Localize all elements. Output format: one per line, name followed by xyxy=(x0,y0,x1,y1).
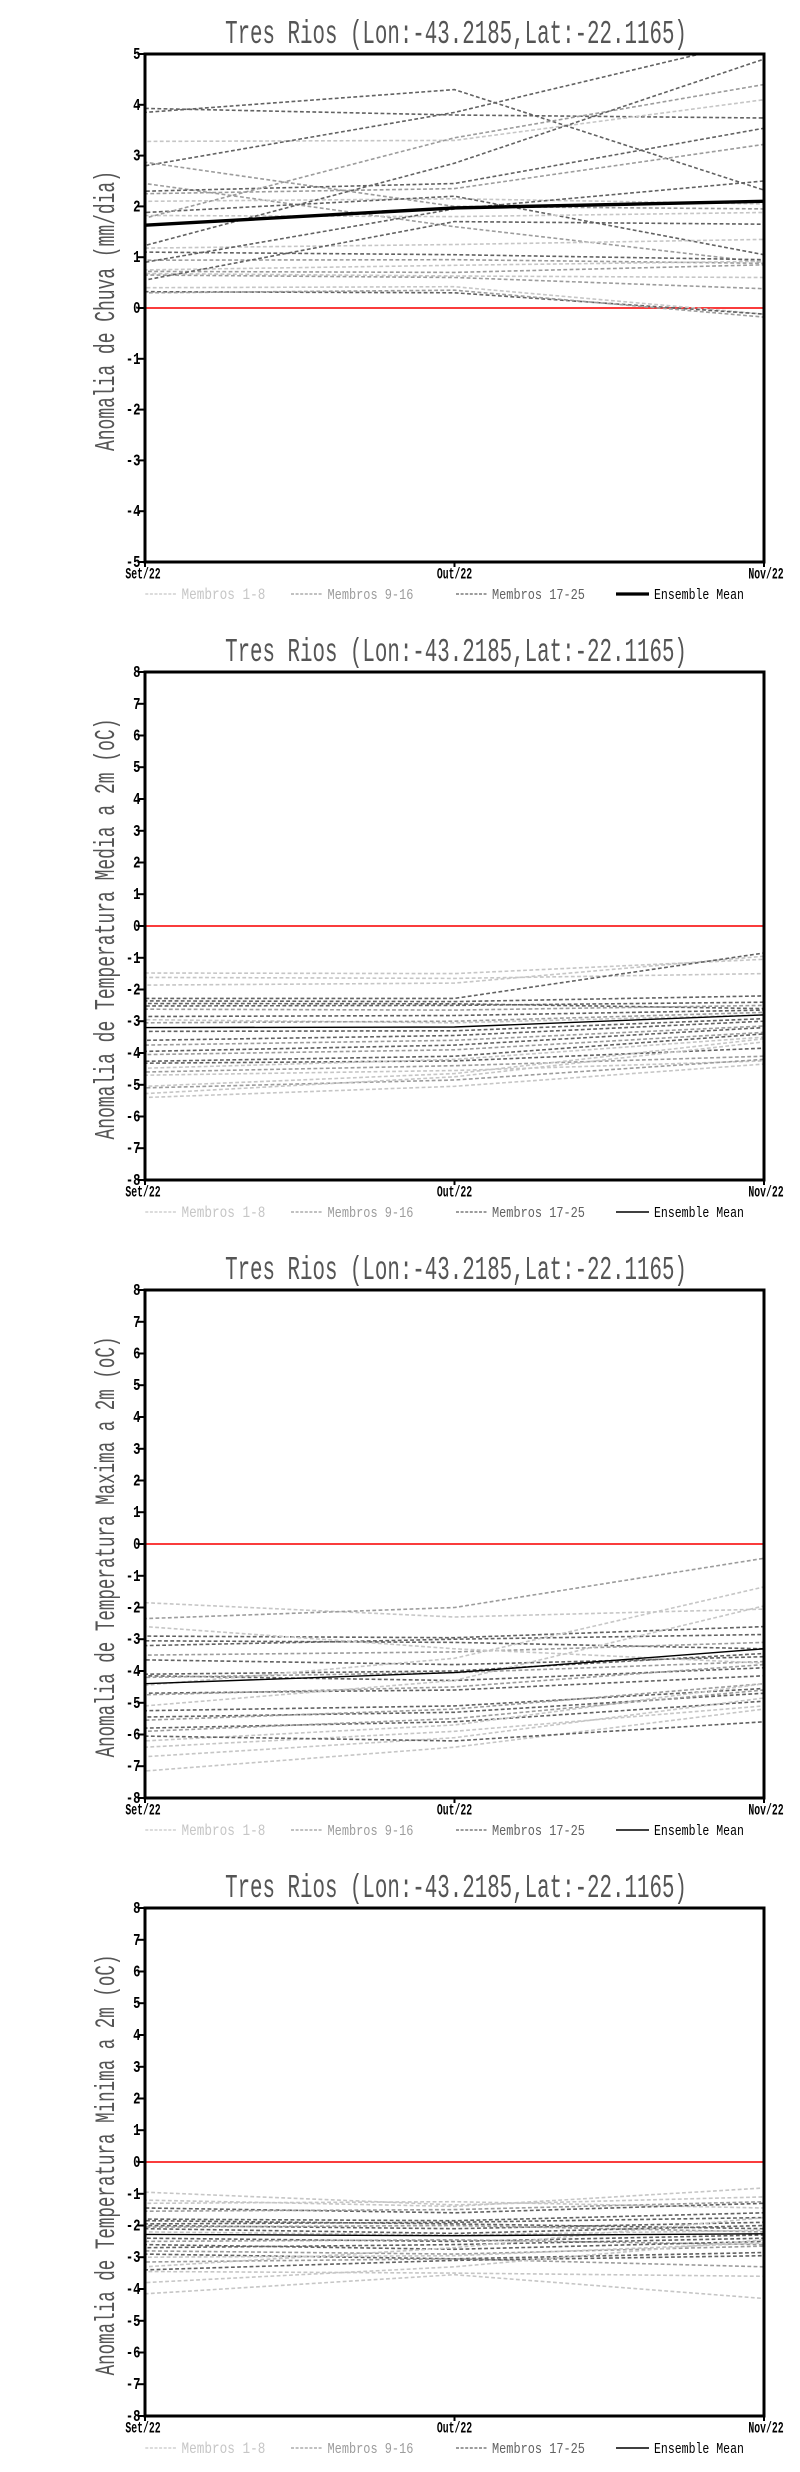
svg-text:-8: -8 xyxy=(126,2408,141,2426)
svg-text:2: 2 xyxy=(133,1473,140,1491)
svg-text:1: 1 xyxy=(133,2123,141,2141)
svg-text:Tres Rios (Lon:-43.2185,Lat:-2: Tres Rios (Lon:-43.2185,Lat:-22.1165) xyxy=(225,1871,687,1908)
svg-text:-6: -6 xyxy=(126,2345,141,2363)
svg-text:-5: -5 xyxy=(126,554,141,572)
svg-text:8: 8 xyxy=(133,1900,140,1918)
svg-text:7: 7 xyxy=(133,1314,140,1332)
svg-text:6: 6 xyxy=(133,1964,140,1982)
svg-text:4: 4 xyxy=(133,97,141,115)
svg-text:-7: -7 xyxy=(126,1759,141,1777)
svg-text:Membros 1-8: Membros 1-8 xyxy=(182,1205,266,1223)
svg-text:-7: -7 xyxy=(126,1141,141,1159)
svg-text:Anomalia de Chuva (mm/dia): Anomalia de Chuva (mm/dia) xyxy=(91,171,123,451)
svg-text:Membros 1-8: Membros 1-8 xyxy=(182,1823,266,1841)
svg-text:Out/22: Out/22 xyxy=(437,1183,472,1201)
svg-text:-3: -3 xyxy=(126,2250,141,2268)
svg-text:Membros 1-8: Membros 1-8 xyxy=(182,2441,266,2459)
svg-text:Anomalia de Temperatura Maxima: Anomalia de Temperatura Maxima a 2m (oC) xyxy=(92,1337,123,1758)
svg-text:1: 1 xyxy=(133,250,141,268)
svg-text:-1: -1 xyxy=(126,2186,141,2204)
svg-text:-5: -5 xyxy=(126,1695,141,1713)
svg-text:8: 8 xyxy=(133,1282,140,1300)
svg-text:2: 2 xyxy=(133,855,140,873)
svg-text:0: 0 xyxy=(133,300,140,318)
svg-text:3: 3 xyxy=(133,823,140,841)
svg-text:Set/22: Set/22 xyxy=(125,2419,160,2437)
svg-text:Membros 9-16: Membros 9-16 xyxy=(328,1206,414,1223)
svg-text:Membros 9-16: Membros 9-16 xyxy=(328,1824,414,1841)
svg-text:0: 0 xyxy=(133,2154,140,2172)
svg-text:-3: -3 xyxy=(126,453,141,471)
svg-text:8: 8 xyxy=(133,664,140,682)
svg-text:Ensemble Mean: Ensemble Mean xyxy=(654,1205,744,1222)
svg-text:-4: -4 xyxy=(126,1045,141,1063)
svg-text:Out/22: Out/22 xyxy=(437,2419,472,2437)
svg-text:Membros 9-16: Membros 9-16 xyxy=(328,2442,414,2459)
svg-text:-2: -2 xyxy=(126,982,141,1000)
svg-text:Out/22: Out/22 xyxy=(437,565,472,583)
svg-text:5: 5 xyxy=(133,1996,140,2014)
svg-text:-4: -4 xyxy=(126,2281,141,2299)
svg-text:7: 7 xyxy=(133,1932,140,1950)
svg-text:-1: -1 xyxy=(126,1568,141,1586)
svg-text:-4: -4 xyxy=(126,504,141,522)
svg-text:Nov/22: Nov/22 xyxy=(748,1801,783,1819)
svg-text:-8: -8 xyxy=(126,1790,141,1808)
svg-text:-5: -5 xyxy=(126,1077,141,1095)
svg-text:Nov/22: Nov/22 xyxy=(748,1183,783,1201)
svg-text:Set/22: Set/22 xyxy=(125,1801,160,1819)
svg-text:Ensemble Mean: Ensemble Mean xyxy=(654,587,744,604)
svg-text:Anomalia de Temperatura Minima: Anomalia de Temperatura Minima a 2m (oC) xyxy=(92,1955,123,2376)
svg-text:-3: -3 xyxy=(126,1014,141,1032)
svg-text:0: 0 xyxy=(133,918,140,936)
svg-text:5: 5 xyxy=(133,46,140,64)
svg-text:Ensemble Mean: Ensemble Mean xyxy=(654,1823,744,1840)
svg-text:3: 3 xyxy=(133,1441,140,1459)
svg-text:3: 3 xyxy=(133,148,140,166)
svg-text:Nov/22: Nov/22 xyxy=(748,2419,783,2437)
svg-text:Out/22: Out/22 xyxy=(437,1801,472,1819)
svg-text:Membros 17-25: Membros 17-25 xyxy=(492,2442,585,2459)
svg-text:-6: -6 xyxy=(126,1727,141,1745)
svg-text:1: 1 xyxy=(133,1505,141,1523)
svg-text:-5: -5 xyxy=(126,2313,141,2331)
svg-text:0: 0 xyxy=(133,1536,140,1554)
svg-text:Nov/22: Nov/22 xyxy=(748,565,783,583)
svg-text:-8: -8 xyxy=(126,1172,141,1190)
svg-text:4: 4 xyxy=(133,2027,141,2045)
svg-text:1: 1 xyxy=(133,887,141,905)
svg-text:Anomalia de Temperatura Media: Anomalia de Temperatura Media a 2m (oC) xyxy=(91,718,123,1139)
svg-text:Set/22: Set/22 xyxy=(125,565,160,583)
svg-text:2: 2 xyxy=(133,199,140,217)
svg-text:Tres Rios (Lon:-43.2185,Lat:-2: Tres Rios (Lon:-43.2185,Lat:-22.1165) xyxy=(225,1253,687,1290)
svg-text:Ensemble Mean: Ensemble Mean xyxy=(654,2441,744,2458)
svg-text:-4: -4 xyxy=(126,1663,141,1681)
svg-text:Tres Rios (Lon:-43.2185,Lat:-2: Tres Rios (Lon:-43.2185,Lat:-22.1165) xyxy=(225,635,687,672)
svg-text:4: 4 xyxy=(133,1409,141,1427)
svg-text:-1: -1 xyxy=(126,351,141,369)
svg-text:-6: -6 xyxy=(126,1109,141,1127)
svg-text:4: 4 xyxy=(133,791,141,809)
svg-text:-2: -2 xyxy=(126,1600,141,1618)
svg-text:Membros 17-25: Membros 17-25 xyxy=(492,1824,585,1841)
svg-text:7: 7 xyxy=(133,696,140,714)
svg-text:-2: -2 xyxy=(126,2218,141,2236)
svg-text:-7: -7 xyxy=(126,2377,141,2395)
svg-text:Set/22: Set/22 xyxy=(125,1183,160,1201)
svg-text:Membros 9-16: Membros 9-16 xyxy=(328,588,414,605)
svg-text:-1: -1 xyxy=(126,950,141,968)
svg-text:Membros 17-25: Membros 17-25 xyxy=(492,1206,585,1223)
svg-text:Tres Rios (Lon:-43.2185,Lat:-2: Tres Rios (Lon:-43.2185,Lat:-22.1165) xyxy=(225,17,687,54)
svg-text:Membros 17-25: Membros 17-25 xyxy=(492,588,585,605)
svg-text:5: 5 xyxy=(133,1378,140,1396)
svg-text:Membros 1-8: Membros 1-8 xyxy=(182,587,266,605)
svg-text:-3: -3 xyxy=(126,1632,141,1650)
svg-text:2: 2 xyxy=(133,2091,140,2109)
svg-text:6: 6 xyxy=(133,1346,140,1364)
svg-text:3: 3 xyxy=(133,2059,140,2077)
svg-text:5: 5 xyxy=(133,760,140,778)
svg-text:-2: -2 xyxy=(126,402,141,420)
svg-text:6: 6 xyxy=(133,728,140,746)
